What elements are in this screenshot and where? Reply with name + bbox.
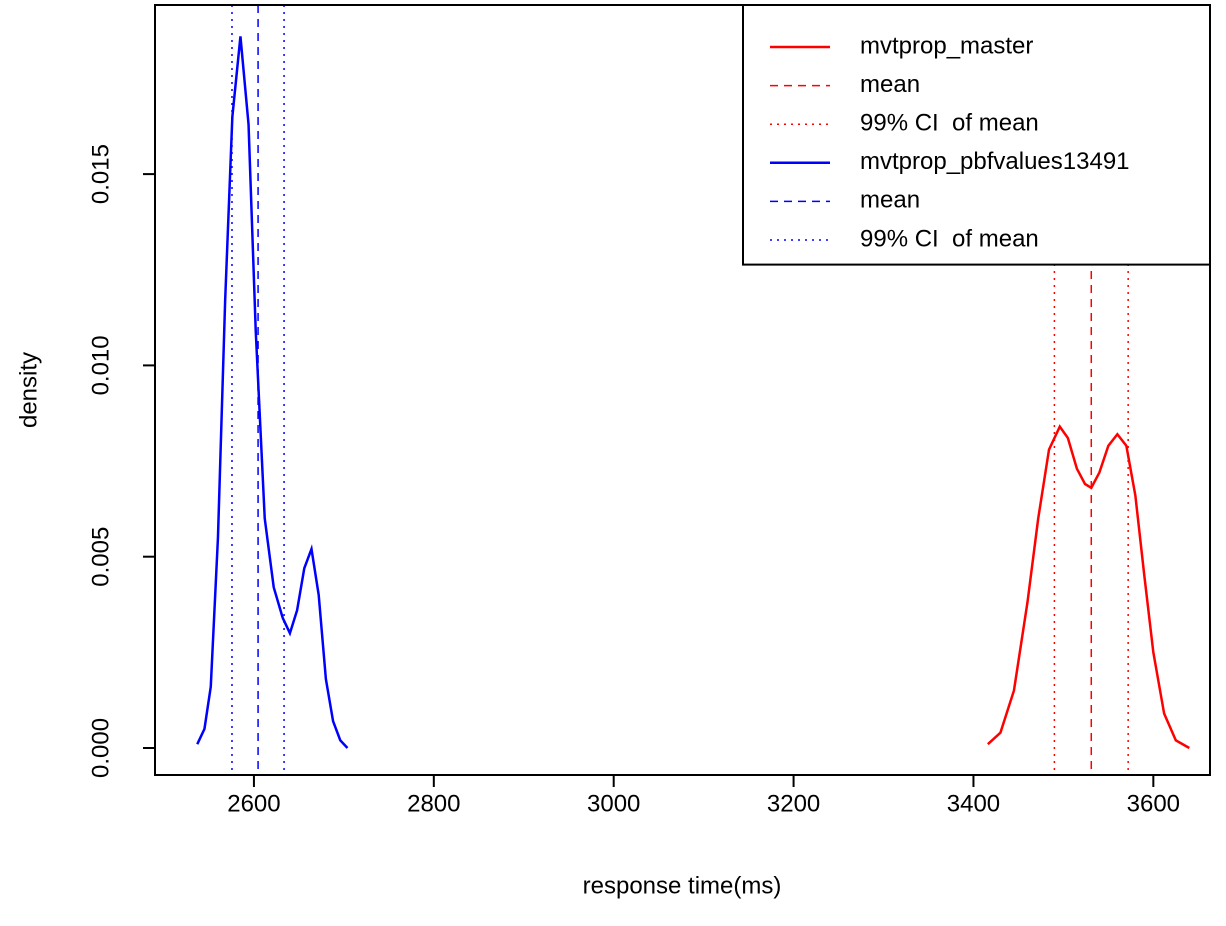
density-line [987,424,1190,750]
legend-box [742,4,1211,266]
legend-label: mean [860,187,920,214]
x-tick-label: 3600 [1127,790,1180,817]
x-tick-label: 3000 [587,790,640,817]
legend-label: 99% CI of mean [860,110,1039,137]
y-tick-label: 0.005 [87,527,114,587]
x-tick-label: 3400 [947,790,1000,817]
legend-label: 99% CI of mean [860,225,1039,252]
legend-label: mvtprop_master [860,32,1033,59]
y-tick-label: 0.010 [87,335,114,395]
y-tick-label: 0.000 [87,718,114,778]
x-tick-label: 2800 [407,790,460,817]
x-axis-label: response time(ms) [583,872,782,899]
x-tick-label: 3200 [767,790,820,817]
y-tick-label: 0.015 [87,144,114,204]
legend-label: mean [860,71,920,98]
legend-label: mvtprop_pbfvalues13491 [860,148,1130,175]
density-line [196,36,349,749]
x-tick-label: 2600 [227,790,280,817]
y-axis-label: density [15,352,42,428]
